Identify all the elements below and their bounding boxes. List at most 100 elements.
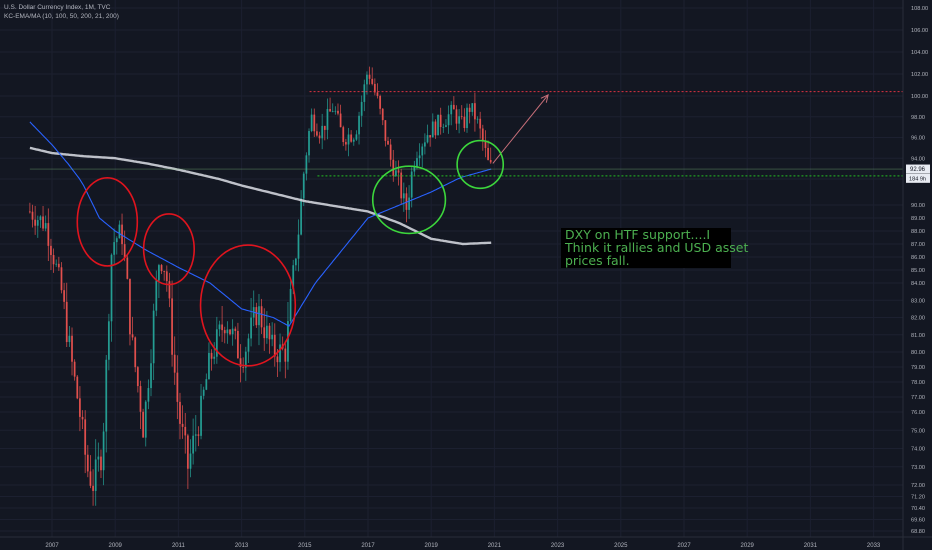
- candle-body: [389, 144, 392, 160]
- candle-body: [113, 242, 116, 255]
- candle-body: [234, 328, 237, 331]
- candle-body: [147, 388, 150, 402]
- candle-body: [268, 325, 271, 340]
- candle-body: [263, 327, 266, 339]
- annotation-line-2: Think it rallies and USD asset: [565, 240, 749, 255]
- candle-body: [339, 113, 342, 128]
- projection-arrow-shaft: [492, 94, 549, 164]
- candle-body: [231, 328, 234, 335]
- candle-body: [318, 135, 321, 139]
- candle-body: [450, 104, 453, 115]
- y-tick-label: 88.00: [911, 229, 925, 235]
- x-tick-label: 2019: [425, 543, 439, 549]
- x-tick-label: 2027: [677, 543, 691, 549]
- price-axis: 68.80 69.60 70.40 71.20 72.00 73.00 74.00 75.00…: [902, 0, 928, 550]
- x-tick-label: 2009: [109, 543, 123, 549]
- candle-body: [421, 146, 424, 156]
- candle-body: [244, 351, 247, 368]
- candle-body: [260, 306, 263, 328]
- candle-body: [460, 116, 463, 118]
- candle-body: [76, 376, 79, 399]
- y-tick-label: 81.00: [911, 333, 925, 339]
- candle-body: [442, 126, 445, 128]
- candle-body: [466, 107, 468, 128]
- candle-body: [429, 135, 432, 138]
- y-tick-label: 87.00: [911, 242, 925, 248]
- candle-body: [426, 135, 429, 143]
- candle-body: [479, 118, 482, 129]
- red-circle-3: [199, 244, 297, 367]
- candle-body: [223, 330, 226, 334]
- countdown-label: 184 9h: [909, 177, 926, 183]
- candle-body: [89, 471, 92, 486]
- candle-body: [265, 325, 268, 339]
- candle-body: [176, 372, 179, 402]
- candle-body: [476, 118, 479, 120]
- annotation-note[interactable]: DXY on HTF support....I Think it rallies…: [561, 228, 749, 268]
- candle-body: [287, 321, 289, 362]
- y-tick-label: 98.00: [911, 115, 925, 121]
- candle-body: [181, 423, 184, 427]
- y-tick-label: 78.00: [911, 380, 925, 386]
- x-tick-label: 2033: [867, 543, 881, 549]
- candle-body: [334, 110, 337, 112]
- candle-body: [463, 116, 466, 128]
- candle-body: [229, 329, 231, 335]
- candle-body: [39, 216, 42, 221]
- candle-body: [213, 356, 216, 359]
- candle-body: [210, 352, 213, 359]
- candle-body: [363, 84, 366, 102]
- candle-body: [342, 127, 345, 143]
- candle-body: [439, 114, 442, 128]
- candle-body: [468, 107, 471, 112]
- red-circle-1: [76, 177, 139, 267]
- candle-body: [50, 245, 52, 256]
- candle-body: [458, 116, 461, 124]
- y-tick-label: 90.00: [911, 203, 925, 209]
- candle-body: [316, 131, 318, 136]
- y-tick-label: 75.00: [911, 428, 925, 434]
- candle-body: [276, 356, 279, 363]
- candle-body: [189, 453, 192, 469]
- candle-body: [447, 114, 450, 126]
- y-tick-label: 80.00: [911, 350, 925, 356]
- candle-body: [355, 134, 358, 140]
- candle-body: [221, 324, 224, 331]
- symbol-title[interactable]: U.S. Dollar Currency Index, 1M, TVC: [4, 4, 111, 11]
- candle-body: [310, 114, 313, 132]
- candle-body: [57, 263, 60, 268]
- red-circle-2: [142, 213, 196, 286]
- candle-body: [202, 389, 205, 396]
- candle-body: [242, 367, 245, 368]
- candle-body: [208, 352, 210, 380]
- candle-body: [279, 344, 281, 363]
- chart-header: U.S. Dollar Currency Index, 1M, TVC KC-E…: [4, 3, 119, 21]
- candle-body: [300, 198, 303, 235]
- candle-body: [408, 197, 410, 210]
- y-tick-label: 106.00: [911, 28, 928, 34]
- y-tick-label: 71.20: [911, 495, 925, 501]
- candle-body: [81, 416, 84, 420]
- candle-body: [163, 271, 166, 272]
- candle-body: [28, 211, 31, 213]
- candle-body: [360, 101, 363, 116]
- candle-body: [79, 398, 81, 417]
- x-tick-label: 2023: [551, 543, 565, 549]
- candle-body: [115, 238, 118, 243]
- candle-body: [60, 267, 63, 291]
- candle-body: [102, 431, 105, 471]
- candle-body: [297, 234, 300, 259]
- candle-body: [65, 301, 68, 343]
- candle-body: [42, 216, 44, 229]
- y-tick-label: 108.00: [911, 6, 928, 12]
- indicator-legend[interactable]: KC-EMA/MA (10, 100, 50, 200, 21, 200): [4, 13, 119, 20]
- candle-body: [445, 125, 447, 127]
- candle-body: [434, 121, 437, 136]
- ema-line: [29, 121, 492, 327]
- candle-body: [323, 125, 326, 130]
- candle-body: [123, 244, 126, 258]
- candle-body: [410, 171, 413, 198]
- candle-body: [86, 454, 89, 472]
- candle-body: [376, 92, 379, 96]
